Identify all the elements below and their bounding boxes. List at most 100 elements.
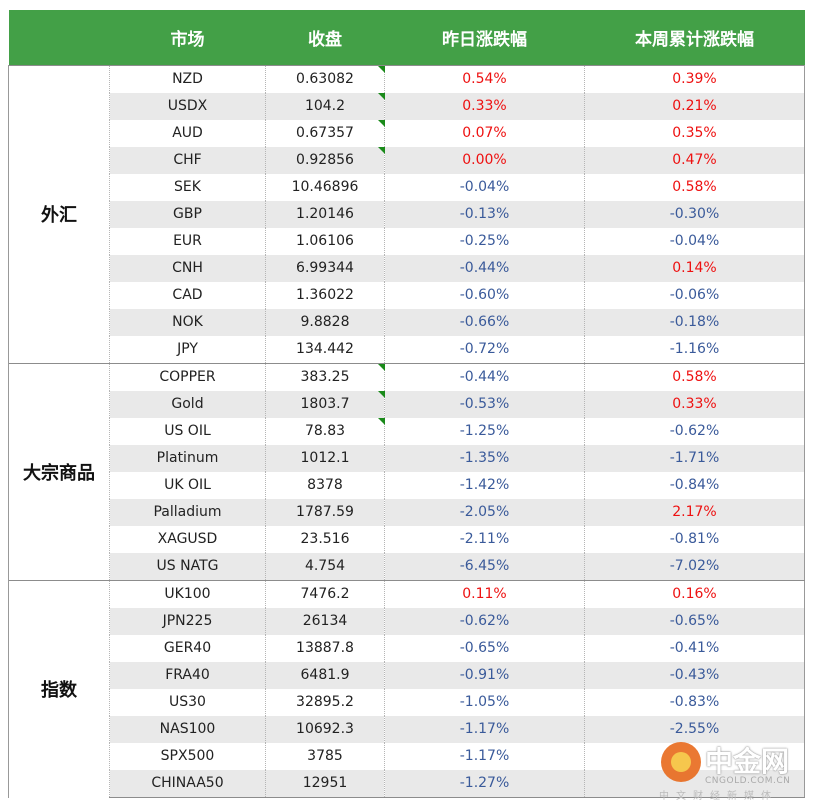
close-cell: 1.06106 <box>265 228 385 255</box>
cell-flag-icon <box>378 364 385 371</box>
table-row: SEK 10.46896 -0.04% 0.58% <box>9 174 805 201</box>
table-row: Gold 1803.7 -0.53% 0.33% <box>9 391 805 418</box>
market-cell: CHF <box>109 147 266 174</box>
close-cell: 26134 <box>265 608 385 635</box>
week-change-cell: 0.14% <box>584 255 805 282</box>
table-row: US NATG 4.754 -6.45% -7.02% <box>9 553 805 581</box>
table-row: CNH 6.99344 -0.44% 0.14% <box>9 255 805 282</box>
day-change-cell: -1.25% <box>384 418 585 445</box>
close-cell: 7476.2 <box>265 580 385 608</box>
day-change-cell: -0.44% <box>384 363 585 391</box>
table-row: US30 32895.2 -1.05% -0.83% <box>9 689 805 716</box>
header-market: 市场 <box>109 10 266 66</box>
table-row: 指数 UK100 7476.2 0.11% 0.16% <box>8 580 805 798</box>
market-cell: SPX500 <box>109 743 266 770</box>
close-cell: 104.2 <box>265 93 385 120</box>
week-change-cell: -0.06% <box>584 282 805 309</box>
table-row: 大宗商品 COPPER 383.25 -0.44% 0.58% <box>8 363 805 581</box>
day-change-cell: -2.05% <box>384 499 585 526</box>
close-cell: 1803.7 <box>265 391 385 418</box>
day-change-cell: 0.33% <box>384 93 585 120</box>
week-change-cell: -0.30% <box>584 201 805 228</box>
market-cell: GER40 <box>109 635 266 662</box>
table-row: AUD 0.67357 0.07% 0.35% <box>9 120 805 147</box>
week-change-cell: -0.83% <box>584 689 805 716</box>
market-cell: NZD <box>109 65 266 93</box>
market-cell: US OIL <box>109 418 266 445</box>
cell-flag-icon <box>378 418 385 425</box>
market-cell: UK OIL <box>109 472 266 499</box>
day-change-cell: -0.62% <box>384 608 585 635</box>
table-row: 外汇 NZD 0.63082 0.54% 0.39% <box>8 65 805 364</box>
day-change-cell: -0.13% <box>384 201 585 228</box>
week-change-cell: 0.16% <box>584 580 805 608</box>
market-cell: SEK <box>109 174 266 201</box>
table-row: US OIL 78.83 -1.25% -0.62% <box>9 418 805 445</box>
watermark-domain: CNGOLD.COM.CN <box>705 776 791 786</box>
close-cell: 6481.9 <box>265 662 385 689</box>
cell-flag-icon <box>378 147 385 154</box>
close-cell: 1.36022 <box>265 282 385 309</box>
table-row: GER40 13887.8 -0.65% -0.41% <box>9 635 805 662</box>
market-cell: US NATG <box>109 553 266 581</box>
week-change-cell: 0.35% <box>584 120 805 147</box>
day-change-cell: -1.42% <box>384 472 585 499</box>
day-change-cell: -2.11% <box>384 526 585 553</box>
table-row: CHF 0.92856 0.00% 0.47% <box>9 147 805 174</box>
table-row: USDX 104.2 0.33% 0.21% <box>9 93 805 120</box>
close-cell: 0.63082 <box>265 65 385 93</box>
market-cell: US30 <box>109 689 266 716</box>
day-change-cell: -1.35% <box>384 445 585 472</box>
table-row: UK OIL 8378 -1.42% -0.84% <box>9 472 805 499</box>
header-row: 市场 收盘 昨日涨跌幅 本周累计涨跌幅 <box>8 10 805 66</box>
header-close: 收盘 <box>265 10 385 66</box>
market-cell: JPN225 <box>109 608 266 635</box>
cell-flag-icon <box>378 391 385 398</box>
close-cell: 13887.8 <box>265 635 385 662</box>
close-cell: 10692.3 <box>265 716 385 743</box>
week-change-cell: -0.41% <box>584 635 805 662</box>
day-change-cell: -0.60% <box>384 282 585 309</box>
week-change-cell: 0.39% <box>584 65 805 93</box>
cell-flag-icon <box>378 93 385 100</box>
header-week-change: 本周累计涨跌幅 <box>584 10 805 66</box>
watermark: 中金网 CNGOLD.COM.CN 中文财经新媒体 <box>655 738 810 802</box>
watermark-brand: 中金网 <box>705 745 790 778</box>
table-row: JPY 134.442 -0.72% -1.16% <box>9 336 805 364</box>
week-change-cell: 0.21% <box>584 93 805 120</box>
market-cell: NOK <box>109 309 266 336</box>
market-cell: UK100 <box>109 580 266 608</box>
week-change-cell: 0.58% <box>584 363 805 391</box>
close-cell: 3785 <box>265 743 385 770</box>
week-change-cell: -0.84% <box>584 472 805 499</box>
market-cell: Palladium <box>109 499 266 526</box>
watermark-tagline: 中文财经新媒体 <box>659 791 778 802</box>
close-cell: 1.20146 <box>265 201 385 228</box>
day-change-cell: -0.65% <box>384 635 585 662</box>
section-commodities-label: 大宗商品 <box>8 363 110 581</box>
market-cell: Platinum <box>109 445 266 472</box>
header-day-change: 昨日涨跌幅 <box>384 10 585 66</box>
day-change-cell: -0.04% <box>384 174 585 201</box>
week-change-cell: -2.55% <box>584 716 805 743</box>
close-cell: 0.67357 <box>265 120 385 147</box>
week-change-cell: -1.71% <box>584 445 805 472</box>
table-body: 外汇 NZD 0.63082 0.54% 0.39% USDX 104.2 0.33% 0.21… <box>8 65 805 798</box>
week-change-cell: 2.17% <box>584 499 805 526</box>
table-row: NAS100 10692.3 -1.17% -2.55% <box>9 716 805 743</box>
day-change-cell: 0.54% <box>384 65 585 93</box>
market-cell: EUR <box>109 228 266 255</box>
week-change-cell: -1.16% <box>584 336 805 364</box>
close-cell: 12951 <box>265 770 385 798</box>
cell-flag-icon <box>378 120 385 127</box>
table-row: Palladium 1787.59 -2.05% 2.17% <box>9 499 805 526</box>
day-change-cell: -0.91% <box>384 662 585 689</box>
day-change-cell: -6.45% <box>384 553 585 581</box>
market-cell: XAGUSD <box>109 526 266 553</box>
week-change-cell: 0.33% <box>584 391 805 418</box>
table-row: GBP 1.20146 -0.13% -0.30% <box>9 201 805 228</box>
close-cell: 10.46896 <box>265 174 385 201</box>
week-change-cell: 0.47% <box>584 147 805 174</box>
table-row: Platinum 1012.1 -1.35% -1.71% <box>9 445 805 472</box>
table-row: SPX500 3785 -1.17% <box>9 743 805 770</box>
